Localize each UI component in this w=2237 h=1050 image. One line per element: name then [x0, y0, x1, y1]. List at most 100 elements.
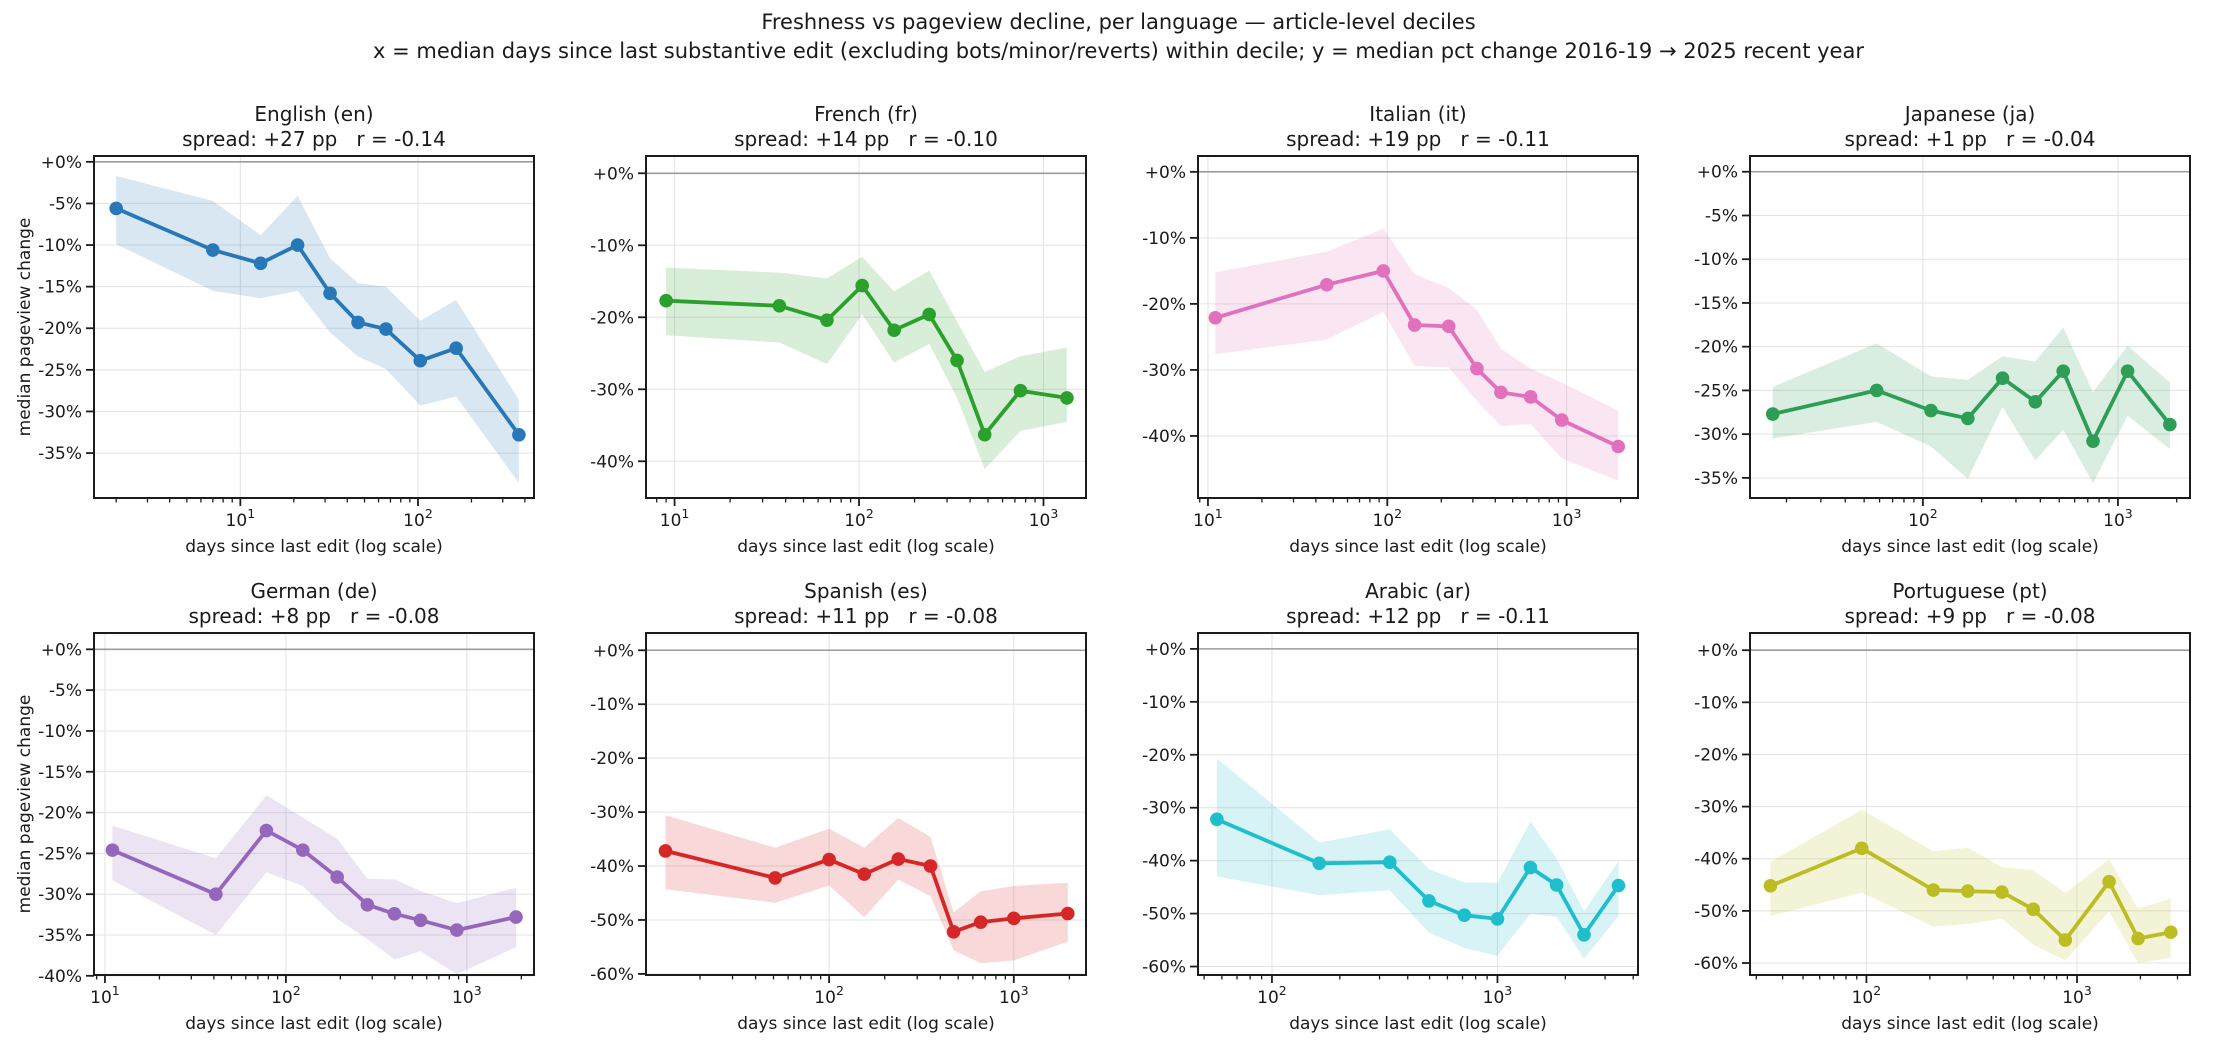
svg-text:102: 102 — [271, 983, 301, 1008]
svg-text:-20%: -20% — [590, 308, 634, 328]
svg-text:102: 102 — [1257, 983, 1287, 1008]
svg-text:-25%: -25% — [1694, 381, 1738, 401]
svg-text:-10%: -10% — [38, 236, 82, 256]
svg-text:102: 102 — [403, 506, 433, 531]
panel-german: German (de) spread: +8 pp r = -0.08 101 1… — [38, 577, 535, 1050]
svg-text:102: 102 — [1852, 983, 1882, 1008]
panel-stats-german: spread: +8 pp r = -0.08 — [188, 604, 440, 628]
svg-text:-20%: -20% — [38, 804, 82, 824]
svg-text:-30%: -30% — [1142, 361, 1186, 381]
portuguese-plot: 102 103 +0% -10% -20% -30% -40% -50% -60% — [1694, 632, 2191, 1008]
svg-text:+0%: +0% — [593, 641, 634, 661]
svg-text:-40%: -40% — [38, 967, 82, 987]
panel-spanish: Spanish (es) spread: +11 pp r = -0.08 10… — [590, 577, 1087, 1050]
svg-text:103: 103 — [2062, 983, 2092, 1008]
svg-text:-35%: -35% — [38, 926, 82, 946]
svg-text:-25%: -25% — [38, 361, 82, 381]
svg-text:-10%: -10% — [1142, 693, 1186, 713]
french-plot: 101 102 103 +0% -10% -20% -30% -40% — [590, 155, 1087, 531]
svg-text:-40%: -40% — [1694, 850, 1738, 870]
x-axis-label: days since last edit (log scale) — [737, 537, 995, 557]
panel-japanese: Japanese (ja) spread: +1 pp r = -0.04 10… — [1694, 100, 2191, 586]
panel-stats-english: spread: +27 pp r = -0.14 — [182, 127, 446, 151]
svg-text:-20%: -20% — [1142, 295, 1186, 315]
spanish-plot: 102 103 +0% -10% -20% -30% -40% -50% -60% — [590, 632, 1087, 1008]
x-axis-label: days since last edit (log scale) — [1289, 1014, 1547, 1034]
svg-text:-50%: -50% — [590, 911, 634, 931]
svg-text:-35%: -35% — [1694, 469, 1738, 489]
x-axis-label: days since last edit (log scale) — [1841, 1014, 2099, 1034]
svg-text:-10%: -10% — [590, 695, 634, 715]
svg-text:-30%: -30% — [590, 380, 634, 400]
x-axis-label: days since last edit (log scale) — [185, 537, 443, 557]
panel-stats-french: spread: +14 pp r = -0.10 — [734, 127, 998, 151]
x-axis-label: days since last edit (log scale) — [737, 1014, 995, 1034]
svg-text:101: 101 — [1193, 506, 1223, 531]
svg-text:-10%: -10% — [1694, 693, 1738, 713]
svg-text:103: 103 — [452, 983, 482, 1008]
svg-text:-10%: -10% — [38, 722, 82, 742]
svg-text:-60%: -60% — [1694, 954, 1738, 974]
panel-stats-spanish: spread: +11 pp r = -0.08 — [734, 604, 998, 628]
panel-title-english: English (en) — [254, 102, 374, 126]
svg-text:-40%: -40% — [1142, 852, 1186, 872]
svg-text:+0%: +0% — [41, 640, 82, 660]
svg-text:101: 101 — [90, 983, 120, 1008]
svg-text:-30%: -30% — [38, 885, 82, 905]
svg-text:-20%: -20% — [590, 749, 634, 769]
svg-text:-30%: -30% — [38, 402, 82, 422]
panel-title-japanese: Japanese (ja) — [1904, 102, 2036, 126]
svg-text:-30%: -30% — [590, 803, 634, 823]
svg-text:-60%: -60% — [590, 965, 634, 985]
svg-text:102: 102 — [1908, 506, 1938, 531]
svg-text:-50%: -50% — [1694, 902, 1738, 922]
panel-title-french: French (fr) — [814, 102, 918, 126]
panel-stats-japanese: spread: +1 pp r = -0.04 — [1844, 127, 2096, 151]
svg-text:102: 102 — [814, 983, 844, 1008]
arabic-plot: 102 103 +0% -10% -20% -30% -40% -50% -60% — [1142, 632, 1639, 1008]
svg-text:-60%: -60% — [1142, 958, 1186, 978]
x-axis-label: days since last edit (log scale) — [1841, 537, 2099, 557]
x-axis-label: days since last edit (log scale) — [185, 1014, 443, 1034]
svg-text:+0%: +0% — [1697, 163, 1738, 183]
panel-portuguese: Portuguese (pt) spread: +9 pp r = -0.08 … — [1694, 577, 2191, 1050]
panel-title-italian: Italian (it) — [1369, 102, 1467, 126]
svg-text:-40%: -40% — [590, 857, 634, 877]
english-plot: 101 102 +0% -5% -10% -15% -20% -25% -30% -35% — [38, 153, 535, 531]
svg-text:+0%: +0% — [1697, 641, 1738, 661]
svg-text:-25%: -25% — [38, 844, 82, 864]
panel-title-spanish: Spanish (es) — [804, 579, 928, 603]
y-axis-label-row2: median pageview change — [15, 694, 35, 914]
svg-text:-20%: -20% — [1142, 746, 1186, 766]
svg-text:103: 103 — [1552, 506, 1582, 531]
svg-text:-20%: -20% — [38, 319, 82, 339]
panel-stats-arabic: spread: +12 pp r = -0.11 — [1286, 604, 1550, 628]
svg-text:102: 102 — [844, 506, 874, 531]
svg-text:-15%: -15% — [38, 763, 82, 783]
panel-italian: Italian (it) spread: +19 pp r = -0.11 10… — [1142, 100, 1639, 586]
svg-text:-30%: -30% — [1142, 799, 1186, 819]
svg-text:-5%: -5% — [49, 681, 82, 701]
svg-text:-20%: -20% — [1694, 745, 1738, 765]
svg-text:-20%: -20% — [1694, 338, 1738, 358]
svg-text:-30%: -30% — [1694, 798, 1738, 818]
svg-text:-10%: -10% — [1142, 229, 1186, 249]
svg-text:-30%: -30% — [1694, 425, 1738, 445]
x-axis-label: days since last edit (log scale) — [1289, 537, 1547, 557]
panel-english: English (en) spread: +27 pp r = -0.14 10… — [38, 100, 535, 586]
svg-text:102: 102 — [1372, 506, 1402, 531]
svg-text:-40%: -40% — [1142, 427, 1186, 447]
svg-text:+0%: +0% — [593, 164, 634, 184]
panel-title-portuguese: Portuguese (pt) — [1892, 579, 2048, 603]
y-axis-label-row1: median pageview change — [15, 217, 35, 437]
svg-text:-35%: -35% — [38, 444, 82, 464]
svg-text:-40%: -40% — [590, 452, 634, 472]
svg-text:+0%: +0% — [1145, 163, 1186, 183]
panel-title-arabic: Arabic (ar) — [1365, 579, 1471, 603]
svg-text:+0%: +0% — [41, 153, 82, 173]
svg-text:-10%: -10% — [590, 236, 634, 256]
svg-text:-5%: -5% — [49, 194, 82, 214]
svg-text:-15%: -15% — [1694, 294, 1738, 314]
svg-text:-10%: -10% — [1694, 250, 1738, 270]
